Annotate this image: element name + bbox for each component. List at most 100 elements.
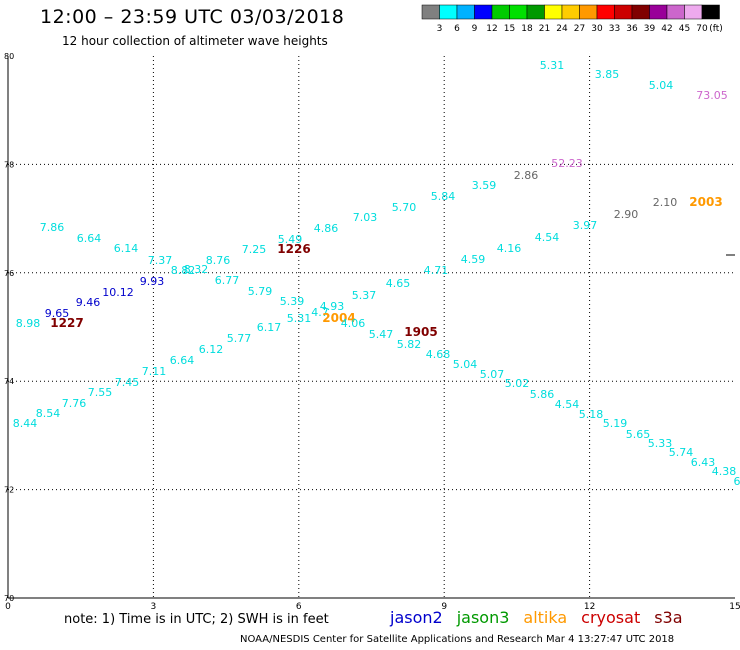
wave-height-label: 5.39 bbox=[280, 295, 305, 308]
wave-height-label: 4.59 bbox=[461, 253, 486, 266]
wave-height-label: 7.25 bbox=[242, 243, 267, 256]
wave-height-label: 2003 bbox=[689, 195, 722, 209]
wave-height-label: 5.84 bbox=[431, 190, 456, 203]
wave-height-label: 5.65 bbox=[626, 428, 651, 441]
wave-height-label: 9.65 bbox=[45, 307, 70, 320]
y-tick-label: 72 bbox=[4, 486, 14, 495]
wave-height-label: 2.90 bbox=[614, 208, 639, 221]
y-tick-label: 76 bbox=[4, 269, 14, 278]
wave-height-label: 5.07 bbox=[480, 368, 505, 381]
wave-height-label: 5.31 bbox=[540, 59, 565, 72]
colorbar-label: 36 bbox=[626, 24, 638, 34]
colorbar-swatch bbox=[421, 4, 440, 20]
wave-height-label: 7.11 bbox=[142, 365, 167, 378]
colorbar-label: 33 bbox=[609, 24, 620, 34]
colorbar-swatch bbox=[701, 4, 720, 20]
wave-height-label: 6.43 bbox=[691, 456, 716, 469]
wave-height-label: 5.49 bbox=[278, 233, 303, 246]
x-tick-label: 9 bbox=[441, 602, 447, 612]
data-labels: 5.31 3.85 5.04 73.05 52.23 2.86 3.59 5.84 5.70 7.… bbox=[13, 59, 740, 488]
wave-height-label: 73.05 bbox=[696, 89, 728, 102]
wave-height-label: 2004 bbox=[322, 311, 355, 325]
colorbar-swatch bbox=[561, 4, 580, 20]
x-tick-label: 12 bbox=[584, 602, 595, 612]
legend-s3a: s3a bbox=[654, 608, 683, 627]
colorbar-swatch bbox=[614, 4, 633, 20]
wave-height-label: 3.97 bbox=[573, 219, 598, 232]
wave-height-label: 6.12 bbox=[199, 343, 224, 356]
axes: 0 3 6 9 12 15 70 72 74 76 78 80 bbox=[4, 52, 740, 612]
wave-height-label: 52.23 bbox=[551, 157, 583, 170]
wave-height-label: 6.14 bbox=[114, 242, 139, 255]
colorbar-label: 24 bbox=[556, 24, 568, 34]
wave-height-label: 4.93 bbox=[320, 300, 345, 313]
y-tick-label: 74 bbox=[4, 377, 14, 386]
wave-height-label: 4.65 bbox=[386, 277, 411, 290]
wave-height-label: 4.54 bbox=[535, 231, 560, 244]
colorbar-label: 21 bbox=[539, 24, 550, 34]
wave-height-label: 5.74 bbox=[669, 446, 694, 459]
wave-height-label: 6.77 bbox=[215, 274, 240, 287]
wave-height-label: 3.59 bbox=[472, 179, 497, 192]
wave-height-label: 8.82 bbox=[171, 264, 196, 277]
wave-height-label: 6 bbox=[734, 475, 740, 488]
grid-lines bbox=[8, 56, 735, 598]
colorbar-swatch bbox=[596, 4, 615, 20]
colorbar-label: 3 bbox=[437, 24, 443, 34]
wave-height-label: 6.64 bbox=[77, 232, 102, 245]
wave-height-label: 5.86 bbox=[530, 388, 555, 401]
wave-height-label: 6.64 bbox=[170, 354, 195, 367]
colorbar-label: 42 bbox=[661, 24, 672, 34]
x-tick-label: 15 bbox=[729, 602, 740, 612]
colorbar-swatch bbox=[684, 4, 703, 20]
wave-height-label: 5.04 bbox=[453, 358, 478, 371]
wave-height-label: 1226 bbox=[277, 242, 310, 256]
wave-height-label: 5.02 bbox=[505, 377, 530, 390]
wave-height-label: 7.45 bbox=[115, 376, 140, 389]
colorbar-label: 27 bbox=[574, 24, 585, 34]
wave-height-label: 5.04 bbox=[649, 79, 674, 92]
wave-height-label: 5.19 bbox=[603, 417, 628, 430]
colorbar-label: 9 bbox=[472, 24, 478, 34]
wave-height-label: 2.10 bbox=[653, 196, 678, 209]
colorbar: 3 6 9 12 15 18 21 24 27 30 33 36 39 42 45 70 (ft) bbox=[421, 4, 723, 34]
wave-height-label: 5.37 bbox=[352, 289, 377, 302]
colorbar-label: 70 bbox=[696, 24, 708, 34]
colorbar-swatch bbox=[509, 4, 528, 20]
chart-subtitle: 12 hour collection of altimeter wave hei… bbox=[62, 34, 328, 48]
credit-line: NOAA/NESDIS Center for Satellite Applica… bbox=[240, 634, 675, 645]
wave-height-label: 4.38 bbox=[712, 465, 737, 478]
wave-height-label: 4.7 bbox=[311, 306, 329, 319]
wave-height-label: 1227 bbox=[50, 316, 83, 330]
y-tick-label: 70 bbox=[4, 594, 14, 603]
wave-height-label: 8.32 bbox=[184, 263, 209, 276]
footnote: note: 1) Time is in UTC; 2) SWH is in fe… bbox=[64, 612, 329, 627]
wave-height-label: 6.17 bbox=[257, 321, 282, 334]
colorbar-label: 45 bbox=[679, 24, 690, 34]
wave-height-label: 4.71 bbox=[424, 264, 449, 277]
legend-altika: altika bbox=[523, 608, 568, 627]
wave-height-label: 7.37 bbox=[148, 254, 173, 267]
legend-cryosat: cryosat bbox=[581, 608, 641, 627]
colorbar-label: 30 bbox=[591, 24, 603, 34]
wave-height-label: 9.46 bbox=[76, 296, 101, 309]
wave-height-label: 1905 bbox=[404, 325, 437, 339]
colorbar-swatch bbox=[649, 4, 668, 20]
colorbar-label: 12 bbox=[486, 24, 497, 34]
wave-height-label: 7.76 bbox=[62, 397, 87, 410]
y-tick-label: 78 bbox=[4, 160, 14, 169]
wave-height-label: 8.44 bbox=[13, 417, 38, 430]
y-tick-label: 80 bbox=[4, 52, 14, 61]
colorbar-label: 39 bbox=[644, 24, 656, 34]
colorbar-label: 18 bbox=[521, 24, 533, 34]
colorbar-label: 15 bbox=[504, 24, 515, 34]
wave-height-label: 2.86 bbox=[514, 169, 539, 182]
x-tick-label: 0 bbox=[5, 602, 11, 612]
wave-height-label: 5.18 bbox=[579, 408, 604, 421]
wave-height-label: 5.70 bbox=[392, 201, 417, 214]
colorbar-swatch bbox=[491, 4, 510, 20]
x-tick-label: 3 bbox=[151, 602, 157, 612]
wave-height-label: 5.77 bbox=[227, 332, 252, 345]
wave-height-label: 5.79 bbox=[248, 285, 273, 298]
